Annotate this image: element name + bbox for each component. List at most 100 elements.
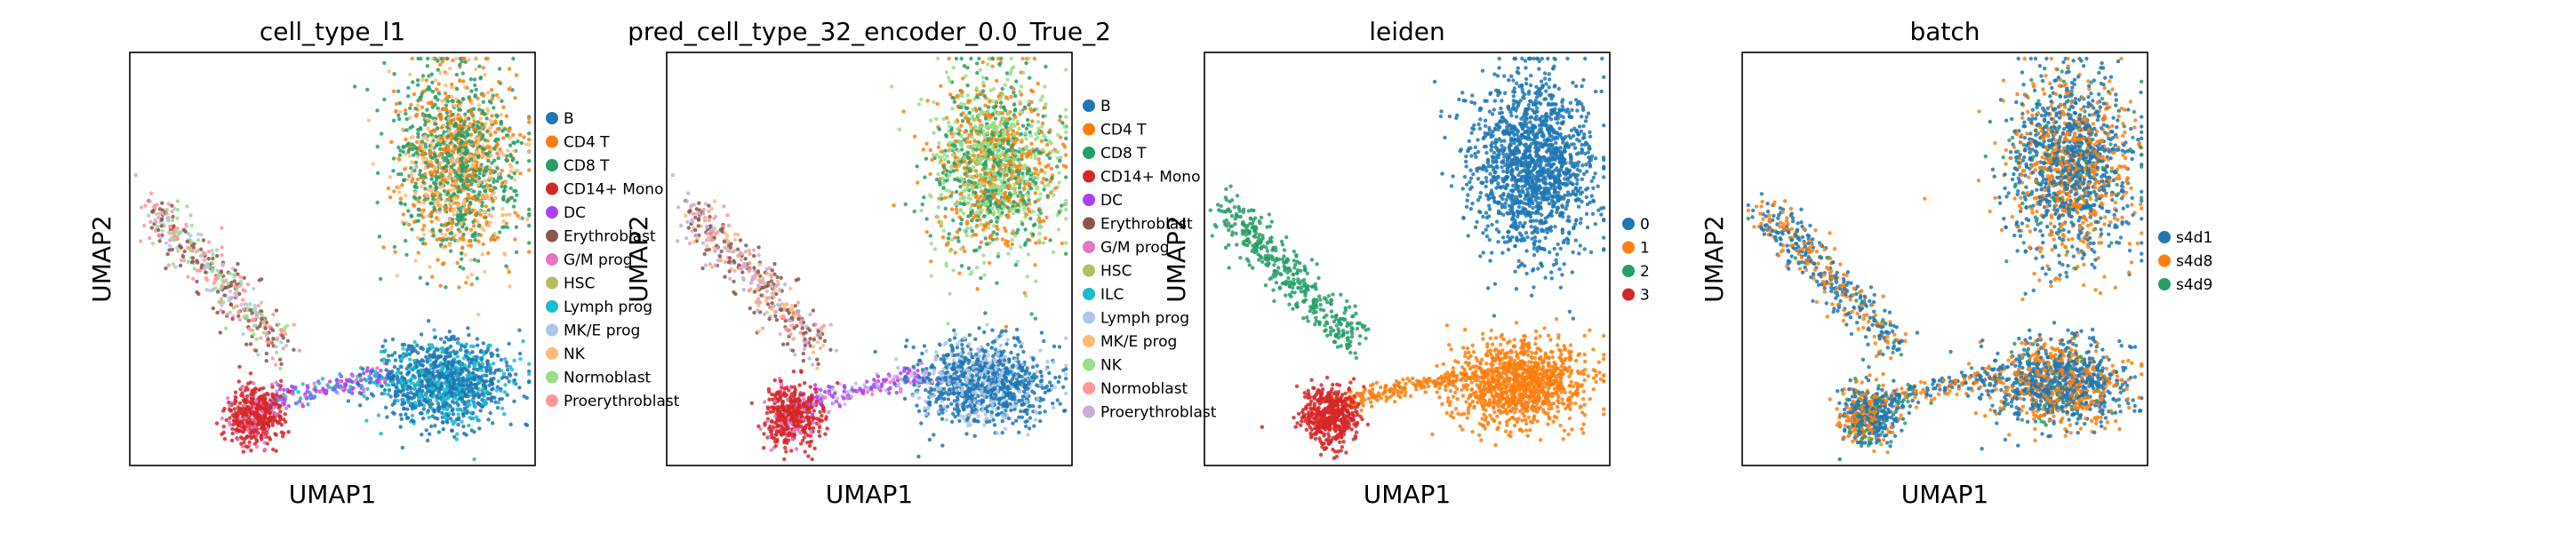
scatter-point xyxy=(245,282,251,287)
scatter-point xyxy=(450,160,454,164)
scatter-point xyxy=(1031,210,1036,214)
scatter-point xyxy=(478,409,483,413)
scatter-point xyxy=(484,183,489,187)
scatter-point xyxy=(420,237,425,242)
scatter-point xyxy=(506,368,510,372)
scatter-point xyxy=(473,234,477,238)
scatter-point xyxy=(242,441,246,445)
scatter-point xyxy=(373,374,378,378)
scatter-point xyxy=(494,143,500,147)
scatter-point xyxy=(1013,263,1019,267)
scatter-point xyxy=(172,237,177,243)
scatter-point xyxy=(270,356,275,361)
scatter-point xyxy=(300,404,306,409)
scatter-point xyxy=(425,386,429,391)
scatter-point xyxy=(452,370,457,375)
scatter-point xyxy=(211,251,215,257)
scatter-point xyxy=(460,97,466,101)
scatter-point xyxy=(474,143,479,147)
scatter-point xyxy=(512,171,516,176)
scatter-point xyxy=(228,403,232,409)
scatter-point xyxy=(472,77,477,82)
scatter-point xyxy=(469,164,475,169)
scatter-point xyxy=(1045,194,1050,198)
scatter-point xyxy=(952,99,957,104)
panel-title: cell_type_l1 xyxy=(260,17,405,46)
scatter-point xyxy=(268,398,272,402)
scatter-point xyxy=(1001,130,1005,134)
scatter-point xyxy=(192,266,196,271)
scatter-point xyxy=(445,221,451,227)
scatter-point xyxy=(420,358,424,362)
scatter-point xyxy=(411,147,415,152)
scatter-point xyxy=(457,99,461,104)
scatter-point xyxy=(440,60,444,64)
scatter-point xyxy=(995,236,999,242)
scatter-point xyxy=(420,77,425,83)
scatter-point xyxy=(251,381,256,386)
scatter-point xyxy=(512,381,516,386)
scatter-point xyxy=(436,68,440,72)
scatter-point xyxy=(443,91,448,96)
scatter-point xyxy=(472,402,476,407)
scatter-point xyxy=(264,359,268,363)
scatter-point xyxy=(928,171,932,177)
scatter-point xyxy=(464,368,468,372)
scatter-point xyxy=(456,377,460,381)
scatter-point xyxy=(945,169,949,173)
scatter-point xyxy=(346,378,350,384)
scatter-point xyxy=(1064,198,1068,203)
scatter-point xyxy=(471,195,476,201)
scatter-point xyxy=(1056,227,1061,232)
scatter-point xyxy=(499,112,503,117)
scatter-point xyxy=(416,131,420,136)
scatter-point xyxy=(237,364,242,370)
legend-marker xyxy=(546,206,558,219)
scatter-point xyxy=(476,224,481,228)
scatter-point xyxy=(984,124,988,130)
scatter-point xyxy=(273,397,277,402)
scatter-point xyxy=(427,415,431,420)
scatter-point xyxy=(426,187,431,192)
scatter-point xyxy=(493,121,498,125)
scatter-point xyxy=(518,171,523,176)
scatter-point xyxy=(434,185,439,190)
scatter-point xyxy=(391,89,396,94)
scatter-point xyxy=(460,257,464,261)
scatter-point xyxy=(342,384,347,389)
scatter-point xyxy=(500,406,505,410)
scatter-point xyxy=(175,199,180,203)
scatter-point xyxy=(411,80,415,84)
scatter-point xyxy=(466,402,470,407)
scatter-point xyxy=(984,242,989,246)
scatter-point xyxy=(480,252,484,257)
legend-label: MK/E prog xyxy=(564,322,640,340)
scatter-point xyxy=(436,383,441,387)
scatter-point xyxy=(1062,124,1068,129)
scatter-point xyxy=(284,343,289,348)
scatter-point xyxy=(442,188,447,194)
scatter-point xyxy=(413,259,418,263)
scatter-point xyxy=(941,180,946,185)
scatter-point xyxy=(406,94,411,99)
scatter-point xyxy=(238,274,243,280)
scatter-point xyxy=(507,269,511,274)
scatter-point xyxy=(462,186,468,190)
scatter-point xyxy=(376,413,381,418)
scatter-point xyxy=(444,110,450,115)
scatter-point xyxy=(508,163,512,167)
scatter-point xyxy=(436,347,440,352)
scatter-point xyxy=(981,253,986,258)
scatter-point xyxy=(935,101,940,107)
scatter-point xyxy=(941,228,946,233)
scatter-point xyxy=(274,412,278,417)
scatter-point xyxy=(500,396,504,402)
scatter-point xyxy=(988,177,992,181)
scatter-point xyxy=(982,165,988,171)
scatter-point xyxy=(186,231,190,236)
scatter-point xyxy=(252,304,257,308)
scatter-point xyxy=(312,381,316,386)
scatter-point xyxy=(148,199,152,203)
scatter-point xyxy=(495,347,500,353)
scatter-point xyxy=(406,209,411,213)
